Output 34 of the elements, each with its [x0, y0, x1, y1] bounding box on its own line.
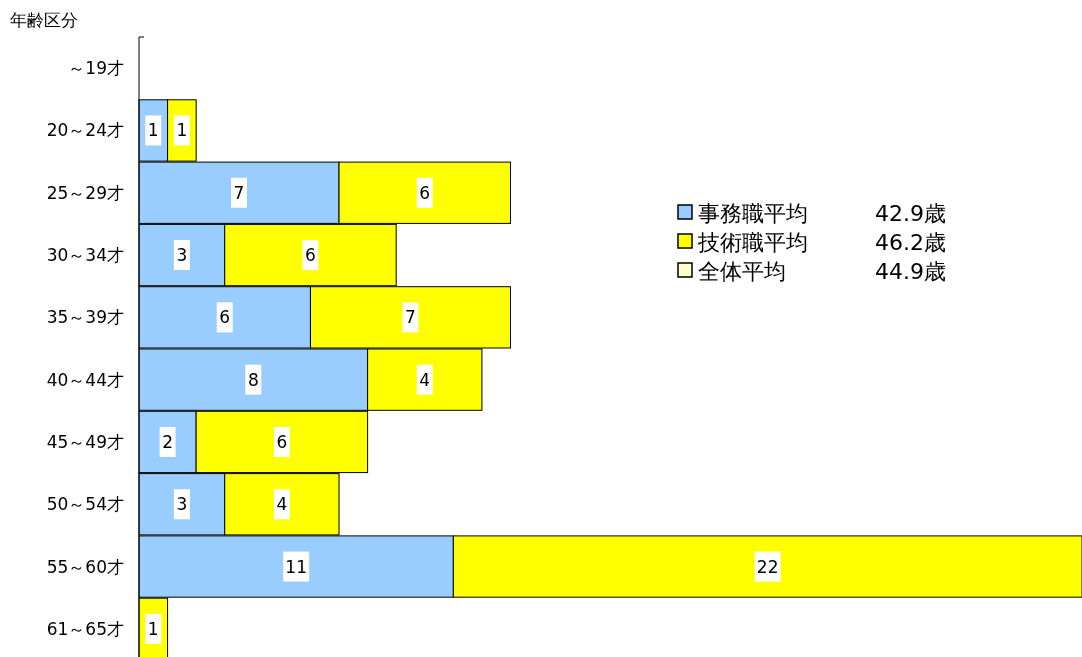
data-label: 6 [419, 182, 431, 203]
data-label: 7 [405, 307, 416, 328]
data-label: 3 [176, 245, 188, 266]
data-label: 6 [305, 245, 316, 266]
data-label: 1 [147, 618, 159, 639]
y-tick-label: ～19才 [68, 58, 124, 79]
data-label: 1 [147, 120, 159, 141]
y-tick-label: 25～29才 [46, 182, 124, 203]
y-tick-label: 30～34才 [46, 245, 124, 266]
data-label: 6 [219, 307, 231, 328]
annotation: 42.9歳 [875, 201, 946, 226]
y-tick-label: 61～65才 [46, 618, 124, 639]
y-tick-label: 20～24才 [46, 120, 124, 141]
data-label: 4 [419, 369, 431, 390]
legend-label: 技術職平均 [697, 230, 808, 255]
data-label: 2 [162, 431, 173, 452]
y-tick-label: 40～44才 [46, 369, 124, 390]
data-label: 11 [285, 556, 307, 577]
data-label: 7 [233, 182, 245, 203]
data-label: 6 [276, 431, 288, 452]
annotation: 46.2歳 [875, 230, 946, 255]
legend-label: 全体平均 [698, 259, 786, 284]
y-axis-title: 年齢区分 [10, 10, 78, 30]
data-label: 8 [247, 369, 259, 390]
legend-label: 事務職平均 [698, 201, 808, 226]
y-tick-label: 55～60才 [46, 556, 124, 577]
y-tick-label: 45～49才 [46, 431, 124, 452]
y-tick-label: 35～39才 [46, 307, 124, 328]
y-tick-label: 50～54才 [46, 494, 124, 515]
data-label: 4 [276, 494, 288, 515]
data-label: 22 [756, 556, 779, 577]
data-label: 3 [176, 494, 188, 515]
annotation: 44.9歳 [875, 259, 946, 284]
data-label: 1 [176, 120, 188, 141]
